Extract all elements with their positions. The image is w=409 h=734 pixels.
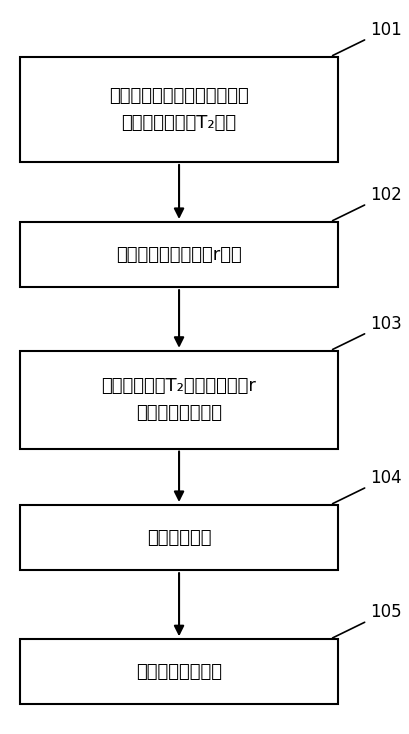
- Text: 104: 104: [333, 469, 402, 504]
- Text: 105: 105: [333, 603, 402, 638]
- FancyBboxPatch shape: [20, 505, 338, 570]
- FancyBboxPatch shape: [20, 639, 338, 705]
- Text: 建立弛豫时间T₂值与孔喉半径r: 建立弛豫时间T₂值与孔喉半径r: [101, 377, 256, 395]
- FancyBboxPatch shape: [20, 57, 338, 162]
- Text: 确定折算系数: 确定折算系数: [147, 528, 211, 547]
- FancyBboxPatch shape: [20, 351, 338, 448]
- Text: 获得岩心的孔喉半径r分布: 获得岩心的孔喉半径r分布: [116, 245, 242, 264]
- Text: 103: 103: [333, 315, 402, 349]
- Text: 间转化的基准模型: 间转化的基准模型: [136, 404, 222, 423]
- Text: 101: 101: [333, 21, 402, 56]
- FancyBboxPatch shape: [20, 222, 338, 287]
- Text: 建立通用转化模型: 建立通用转化模型: [136, 663, 222, 680]
- Text: 102: 102: [333, 186, 402, 221]
- Text: 获得饱和不同粘度油的岩心核: 获得饱和不同粘度油的岩心核: [109, 87, 249, 105]
- Text: 磁共振弛豫时间T₂分布: 磁共振弛豫时间T₂分布: [121, 115, 237, 132]
